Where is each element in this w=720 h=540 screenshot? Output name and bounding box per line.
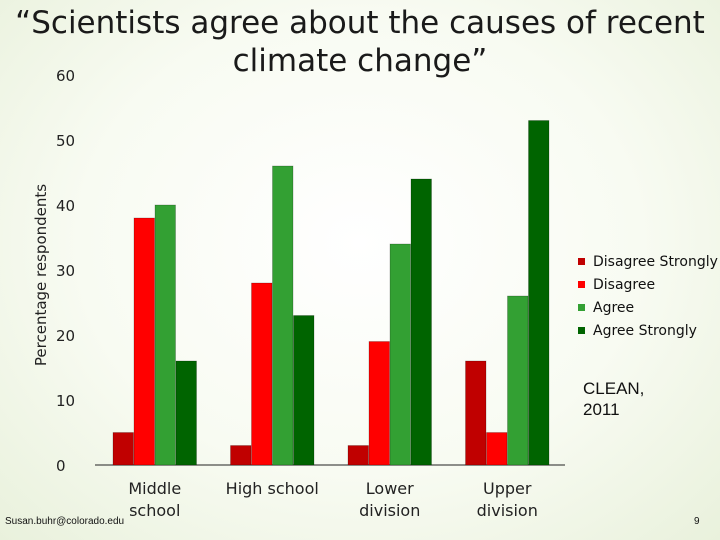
legend-label: Disagree <box>593 276 656 293</box>
x-tick-label: Lower division <box>359 479 420 520</box>
bar-disagree-strongly <box>465 360 487 466</box>
legend-label: Disagree Strongly <box>593 253 718 270</box>
x-tick-label: Upper division <box>477 479 538 520</box>
bar-agree-strongly <box>528 120 550 466</box>
bar-disagree-strongly <box>230 445 252 466</box>
legend-swatch <box>578 258 585 265</box>
y-tick-label: 0 <box>56 457 66 475</box>
bar-disagree <box>251 282 273 466</box>
bar-agree-strongly <box>293 315 315 466</box>
chart-legend: Disagree Strongly Disagree Agree Agree Stro… <box>578 250 718 342</box>
x-tick-label: High school <box>226 479 319 498</box>
y-axis-label: Percentage respondents <box>32 184 50 366</box>
legend-swatch <box>578 281 585 288</box>
bar-disagree-strongly <box>112 432 134 466</box>
bar-agree-strongly <box>410 178 432 466</box>
legend-item: Agree Strongly <box>578 319 718 342</box>
legend-swatch <box>578 304 585 311</box>
bar-disagree <box>368 341 390 466</box>
chart-title: “Scientists agree about the causes of re… <box>15 5 705 79</box>
legend-label: Agree Strongly <box>593 322 697 339</box>
bar-agree-strongly <box>175 360 197 466</box>
footer-email: Susan.buhr@colorado.edu <box>5 516 125 527</box>
legend-swatch <box>578 327 585 334</box>
y-tick-label: 30 <box>56 262 75 280</box>
y-tick-label: 10 <box>56 392 75 410</box>
source-note: CLEAN, 2011 <box>583 379 645 419</box>
y-tick-label: 60 <box>56 67 75 85</box>
bar-agree <box>389 243 411 466</box>
bar-disagree <box>486 432 508 466</box>
bar-agree <box>507 295 529 466</box>
page-number: 9 <box>694 516 700 527</box>
y-tick-label: 20 <box>56 327 75 345</box>
bar-disagree <box>133 217 155 466</box>
y-tick-label: 40 <box>56 197 75 215</box>
legend-label: Agree <box>593 299 635 316</box>
bar-disagree-strongly <box>347 445 369 466</box>
x-tick-label: Middle school <box>128 479 181 520</box>
bar-agree <box>272 165 294 466</box>
legend-item: Disagree Strongly <box>578 250 718 273</box>
legend-item: Disagree <box>578 273 718 296</box>
y-tick-label: 50 <box>56 132 75 150</box>
legend-item: Agree <box>578 296 718 319</box>
bar-agree <box>154 204 176 466</box>
